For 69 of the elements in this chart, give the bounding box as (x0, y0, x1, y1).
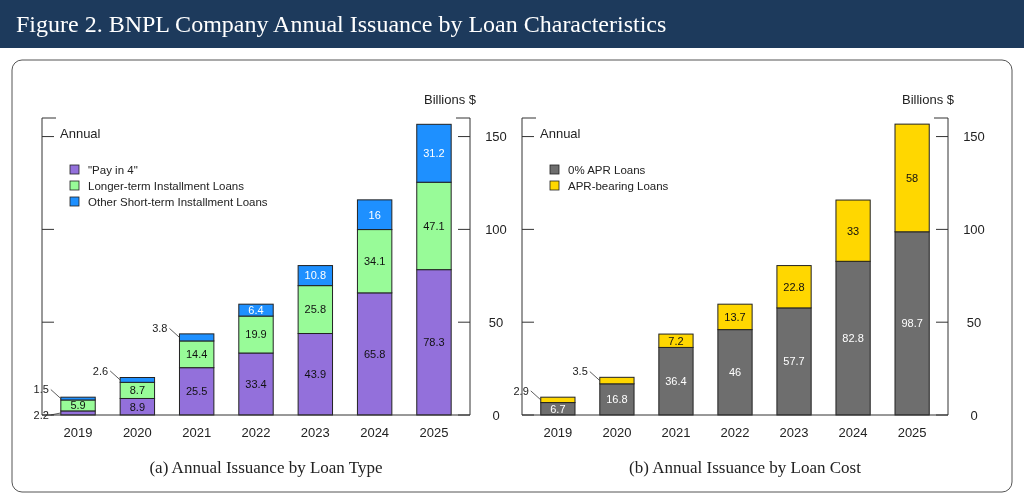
x-tick-label: 2019 (63, 425, 93, 440)
data-label: 57.7 (783, 355, 805, 368)
x-tick-label: 2025 (419, 425, 449, 440)
x-tick-label: 2021 (182, 425, 212, 440)
data-label: 14.4 (185, 348, 208, 361)
data-label: 5.9 (70, 399, 86, 412)
x-tick-label: 2023 (779, 425, 809, 440)
legend-label: "Pay in 4" (88, 164, 138, 177)
x-tick-label: 2025 (897, 425, 927, 440)
y-tick-label: 0 (970, 407, 978, 423)
x-tick-label: 2024 (360, 425, 390, 440)
y-tick-label: 0 (492, 407, 500, 423)
data-label: 2.6 (92, 364, 109, 377)
data-label: 58 (905, 171, 919, 184)
x-tick-label: 2019 (543, 425, 573, 440)
data-label: 6.4 (248, 303, 264, 316)
data-label: 16 (368, 208, 381, 221)
y-axis-title: Billions $ (423, 92, 477, 107)
legend-label: Longer-term Installment Loans (88, 180, 245, 193)
data-label: 36.4 (665, 375, 687, 388)
annotation: Annual (60, 126, 101, 141)
x-tick-label: 2023 (300, 425, 330, 440)
y-tick-label: 50 (488, 314, 504, 330)
annotation: Annual (540, 126, 581, 141)
data-label: 65.8 (363, 347, 386, 360)
data-label: 34.1 (363, 255, 386, 268)
data-label: 8.7 (129, 384, 145, 397)
data-label: 2.9 (513, 384, 529, 397)
data-label: 82.8 (842, 332, 864, 344)
x-tick-label: 2020 (122, 425, 152, 440)
data-label: 16.8 (606, 393, 628, 406)
y-tick-label: 100 (963, 221, 985, 237)
x-tick-label: 2024 (838, 425, 868, 440)
y-tick-label: 150 (963, 129, 985, 145)
x-tick-label: 2022 (720, 425, 750, 440)
text: (a) Annual Issuance by Loan Type (149, 458, 383, 477)
data-label: 33 (846, 224, 860, 237)
data-label: 19.9 (245, 328, 267, 341)
y-axis-title: Billions $ (901, 92, 955, 107)
text: (b) Annual Issuance by Loan Cost (629, 458, 862, 477)
data-label: 3.8 (152, 322, 168, 335)
data-label: 47.1 (423, 219, 445, 232)
x-tick-label: 2022 (241, 425, 271, 440)
data-label: 98.7 (901, 317, 923, 330)
data-label: 22.8 (783, 280, 805, 293)
data-label: 8.9 (129, 400, 145, 413)
data-label: 13.7 (724, 310, 746, 323)
x-tick-label: 2021 (661, 425, 691, 440)
legend-label: 0% APR Loans (568, 164, 646, 177)
data-label: 25.8 (304, 303, 327, 316)
data-label: 31.2 (423, 147, 445, 160)
data-label: 46 (728, 366, 742, 379)
data-label: 43.9 (304, 368, 327, 381)
data-label: 78.3 (423, 336, 445, 349)
y-tick-label: 100 (485, 221, 507, 237)
data-label: 25.5 (185, 385, 208, 398)
data-label: 6.7 (550, 402, 566, 415)
y-tick-label: 50 (966, 314, 982, 330)
legend-label: Other Short-term Installment Loans (88, 196, 268, 209)
y-tick-label: 150 (485, 129, 507, 145)
data-label: 33.4 (245, 377, 267, 390)
data-label: 1.5 (33, 383, 49, 396)
legend-label: APR-bearing Loans (568, 180, 669, 193)
chart-title: Figure 2. BNPL Company Annual Issuance by Loan Characteristics (16, 11, 667, 37)
data-label: 3.5 (572, 365, 588, 378)
x-tick-label: 2020 (602, 425, 632, 440)
data-label: 2.2 (33, 408, 49, 421)
data-label: 10.8 (304, 269, 327, 282)
data-label: 7.2 (668, 334, 684, 347)
